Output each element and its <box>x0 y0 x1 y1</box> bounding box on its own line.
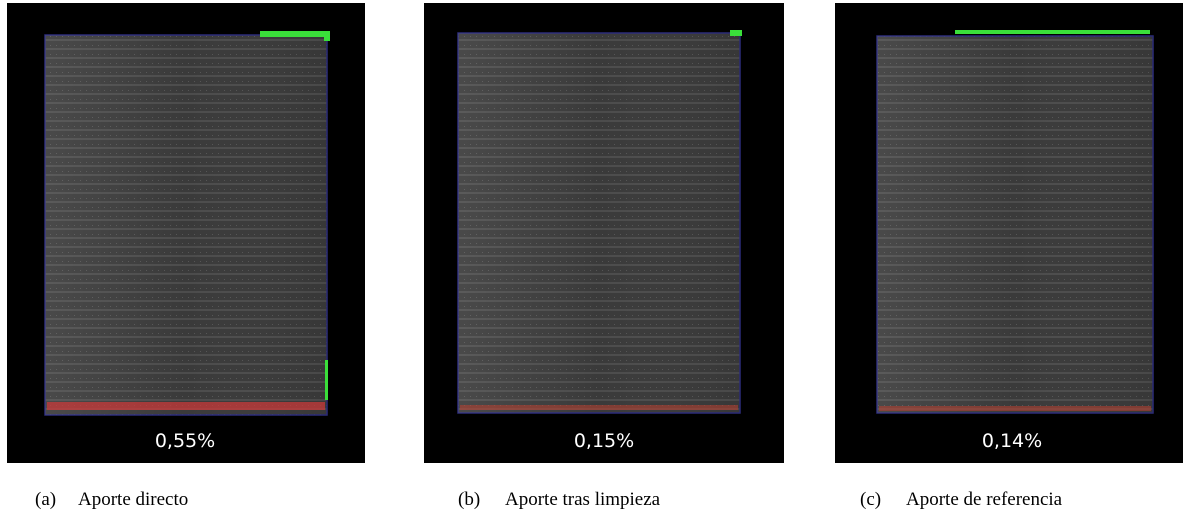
specimen-shade <box>45 35 327 415</box>
green-region <box>324 31 330 41</box>
caption: Aporte tras limpieza <box>505 489 661 510</box>
caption-letter: (c) <box>860 489 881 510</box>
red-region <box>47 402 325 410</box>
figure: 0,55% (a) Aporte directo 0,15% (b) Aport… <box>0 0 1189 519</box>
caption-letter: (b) <box>458 489 480 510</box>
caption: Aporte directo <box>78 489 188 510</box>
panel: 0,55% (a) Aporte directo <box>7 3 365 510</box>
panel: 0,15% (b) Aporte tras limpieza <box>424 3 784 510</box>
specimen-shade <box>458 33 740 413</box>
percentage: 0,14% <box>982 430 1042 452</box>
green-region <box>730 30 742 36</box>
page: 0,55% (a) Aporte directo 0,15% (b) Aport… <box>0 0 1189 519</box>
caption-letter: (a) <box>35 489 56 510</box>
green-region <box>955 30 1150 34</box>
red-region <box>460 405 738 410</box>
percentage: 0,55% <box>155 430 215 452</box>
caption: Aporte de referencia <box>906 489 1063 510</box>
green-region <box>325 360 328 400</box>
specimen-shade <box>877 36 1153 413</box>
panel: 0,14% (c) Aporte de referencia <box>835 3 1183 510</box>
green-region <box>260 31 330 37</box>
percentage: 0,15% <box>574 430 634 452</box>
red-region <box>879 406 1151 411</box>
